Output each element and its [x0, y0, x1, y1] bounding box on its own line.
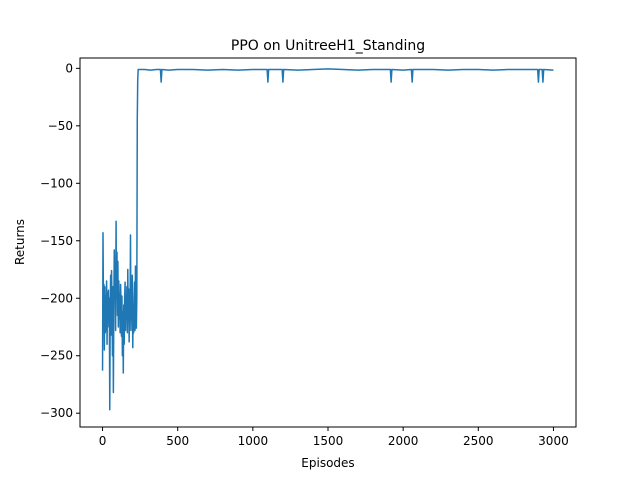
chart-title: PPO on UnitreeH1_Standing	[231, 38, 425, 54]
y-tick-label: 0	[65, 61, 73, 75]
y-tick-label: −150	[40, 234, 73, 248]
axes-frame	[79, 57, 577, 428]
x-axis-label: Episodes	[301, 456, 354, 470]
x-tick-label: 2500	[463, 434, 494, 448]
x-tick-label: 500	[166, 434, 189, 448]
y-tick-label: −50	[48, 119, 73, 133]
x-tick-label: 3000	[538, 434, 569, 448]
x-tick-label: 0	[99, 434, 107, 448]
x-axis-ticks: 0 500 1000 1500 2000 2500 3000	[99, 427, 569, 448]
y-tick-label: −100	[40, 176, 73, 190]
plot-area	[101, 68, 554, 411]
x-tick-label: 1500	[313, 434, 344, 448]
y-axis-label: Returns	[13, 219, 27, 265]
series-line-0	[101, 68, 554, 411]
x-tick-label: 2000	[388, 434, 419, 448]
y-axis-ticks: 0 −50 −100 −150 −200 −250 −300	[40, 61, 80, 420]
x-tick-label: 1000	[238, 434, 269, 448]
y-tick-label: −300	[40, 406, 73, 420]
y-tick-label: −250	[40, 349, 73, 363]
y-tick-label: −200	[40, 291, 73, 305]
